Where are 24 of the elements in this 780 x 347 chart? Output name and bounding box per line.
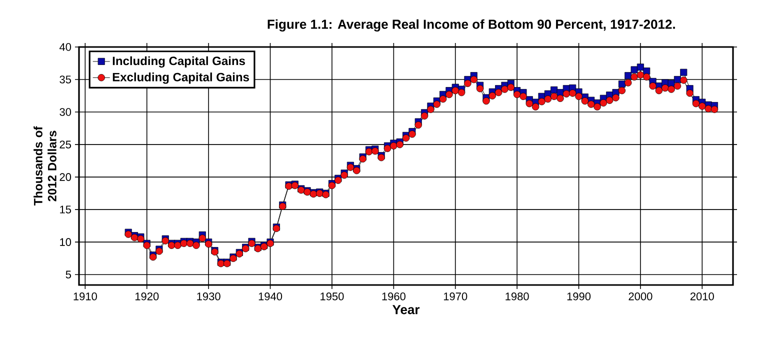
y-tick-label: 30 — [60, 108, 72, 116]
x-tick-label: 1990 — [567, 292, 591, 300]
y-tick-label: 20 — [60, 173, 72, 181]
y-tick-label: 15 — [60, 206, 72, 214]
x-tick-label: 1920 — [135, 292, 159, 300]
y-tick-label: 25 — [60, 140, 72, 148]
legend-label: Including Capital Gains — [112, 56, 245, 68]
x-axis-title: Year — [392, 305, 420, 314]
x-tick-label: 2000 — [628, 292, 652, 300]
x-tick-label: 1940 — [258, 292, 282, 300]
x-tick-label: 1960 — [382, 292, 406, 300]
y-axis-title: Thousands of 2012 Dollars — [34, 126, 56, 206]
y-tick-label: 40 — [59, 43, 72, 51]
x-tick-label: 2010 — [690, 292, 714, 300]
legend-label: Excluding Capital Gains — [112, 72, 249, 84]
x-tick-label: 1980 — [506, 292, 529, 300]
y-tick-label: 35 — [60, 76, 72, 84]
x-tick-label: 1910 — [74, 292, 97, 300]
x-tick-label: 1970 — [444, 292, 468, 300]
x-tick-label: 1930 — [197, 292, 220, 300]
x-tick-label: 1950 — [320, 292, 344, 300]
chart-title: Figure 1.1: Average Real Income of Bottom 90 Percent, 1917-2012. — [268, 19, 675, 32]
y-tick-label: 10 — [60, 238, 72, 246]
y-tick-label: 5 — [66, 270, 72, 278]
